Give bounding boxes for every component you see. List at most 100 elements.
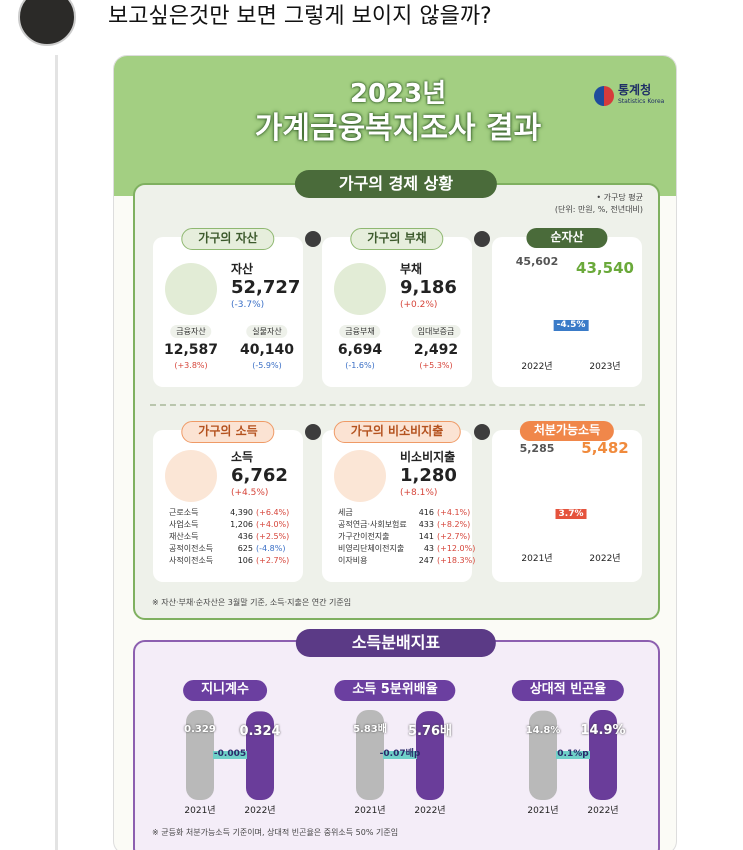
operator — [474, 424, 490, 440]
list-change: (+12.0%) — [437, 544, 476, 553]
list-value: 416 — [418, 508, 434, 517]
list-value: 43 — [423, 544, 434, 553]
agency-en: Statistics Korea — [618, 98, 665, 105]
sub-change: (-5.9%) — [252, 361, 282, 370]
operator — [305, 424, 321, 440]
footnote: ※ 균등화 처분가능소득 기준이며, 상대적 빈곤율은 중위소득 50% 기준임 — [152, 828, 399, 837]
sub-value: 2,492 — [413, 342, 459, 358]
list-name: 사적이전소득 — [169, 556, 214, 565]
operator — [305, 231, 321, 247]
list-name: 공적이전소득 — [169, 544, 214, 553]
bar-year: 2022년 — [587, 806, 619, 816]
card — [492, 430, 642, 582]
list-name: 재산소득 — [169, 532, 199, 541]
list-value: 247 — [418, 556, 434, 565]
list-value: 1,206 — [230, 520, 253, 529]
list-change: (+18.3%) — [437, 556, 476, 565]
icon — [165, 263, 217, 315]
item-name: 소득 — [231, 450, 254, 464]
indicator-label: 상대적 빈곤율 — [511, 680, 625, 701]
operator — [474, 231, 490, 247]
bar-value: 0.324 — [239, 724, 281, 740]
list-change: (+8.2%) — [437, 520, 471, 529]
sub-label: 임대보증금 — [411, 325, 461, 339]
list-name: 사업소득 — [169, 520, 199, 529]
bar — [246, 711, 274, 800]
bar-value: 43,540 — [576, 258, 634, 277]
list-value: 141 — [418, 532, 434, 541]
list-change: (+4.1%) — [437, 508, 471, 517]
bar-value: 5,482 — [581, 439, 629, 457]
bar-year: 2021년 — [184, 806, 216, 816]
list-name: 비영리단체이전지출 — [338, 544, 405, 553]
bar-value: 14.9% — [580, 723, 626, 738]
item-change: (+8.1%) — [400, 488, 438, 498]
section-title: 가구의 경제 상황 — [294, 170, 498, 199]
icon — [334, 450, 386, 502]
list-name: 이자비용 — [338, 556, 368, 565]
bar-year: 2022년 — [244, 806, 276, 816]
change-label: -0.07배p — [379, 749, 421, 759]
card — [492, 237, 642, 387]
bar-year: 2021년 — [354, 806, 386, 816]
item-name: 자산 — [231, 262, 254, 276]
item-value: 1,280 — [400, 465, 457, 486]
bar-year: 2021년 — [527, 806, 559, 816]
bar-year: 2022년 — [521, 362, 553, 372]
item-value: 52,727 — [231, 277, 301, 298]
unit-note: (단위: 만원, %, 전년대비) — [554, 205, 643, 214]
sub-change: (+5.3%) — [419, 361, 453, 370]
change-label: 0.1%p — [557, 749, 589, 759]
section2-panel — [133, 640, 660, 850]
list-change: (+2.5%) — [256, 532, 290, 541]
list-name: 공적연금·사회보험료 — [338, 520, 407, 529]
agency-logo — [594, 86, 614, 106]
divider — [150, 404, 645, 406]
card-label: 가구의 비소비지출 — [333, 421, 461, 443]
list-change: (+2.7%) — [437, 532, 471, 541]
bar — [416, 711, 444, 800]
sub-change: (+3.8%) — [174, 361, 208, 370]
sub-change: (-1.6%) — [345, 361, 375, 370]
list-value: 106 — [237, 556, 253, 565]
agency: 통계청 — [618, 83, 652, 97]
card-label: 가구의 부채 — [350, 228, 444, 250]
bar-value: 5.76배 — [407, 724, 453, 740]
sub-value: 6,694 — [337, 342, 383, 358]
bar — [589, 710, 617, 800]
list-value: 4,390 — [230, 508, 253, 517]
list-name: 근로소득 — [169, 508, 199, 517]
list-value: 433 — [418, 520, 434, 529]
bar — [186, 710, 214, 800]
footnote: ※ 자산·부채·순자산은 3월말 기준, 소득·지출은 연간 기준임 — [152, 598, 352, 607]
unit-note: • 가구당 평균 — [596, 193, 643, 202]
bar-value: 5,285 — [519, 442, 555, 456]
item-name: 비소비지출 — [400, 450, 456, 464]
item-name: 부채 — [400, 262, 423, 276]
indicator-label: 지니계수 — [183, 680, 267, 701]
sub-label: 금융자산 — [170, 325, 212, 339]
title: 가계금융복지조사 결과 — [254, 111, 542, 146]
card-label: 가구의 자산 — [181, 228, 275, 250]
item-value: 6,762 — [231, 465, 288, 486]
sub-label: 금융부채 — [339, 325, 381, 339]
item-value: 9,186 — [400, 277, 457, 298]
icon — [334, 263, 386, 315]
bar — [356, 710, 384, 800]
change-label: 3.7% — [555, 508, 587, 519]
bar — [529, 710, 557, 800]
bar-value: 5.83배 — [353, 724, 387, 735]
change-label: -4.5% — [553, 320, 589, 331]
list-value: 436 — [237, 532, 253, 541]
bar-year: 2022년 — [414, 806, 446, 816]
avatar[interactable] — [18, 0, 76, 46]
bar-value: 0.329 — [184, 724, 216, 735]
icon — [165, 450, 217, 502]
thread-line — [55, 55, 58, 850]
bar-year: 2021년 — [521, 554, 553, 564]
list-name: 세금 — [338, 508, 353, 517]
card-label: 순자산 — [526, 228, 608, 248]
bar-value: 45,602 — [515, 255, 559, 268]
list-change: (+4.0%) — [256, 520, 290, 529]
bar-value: 14.8% — [525, 724, 561, 736]
